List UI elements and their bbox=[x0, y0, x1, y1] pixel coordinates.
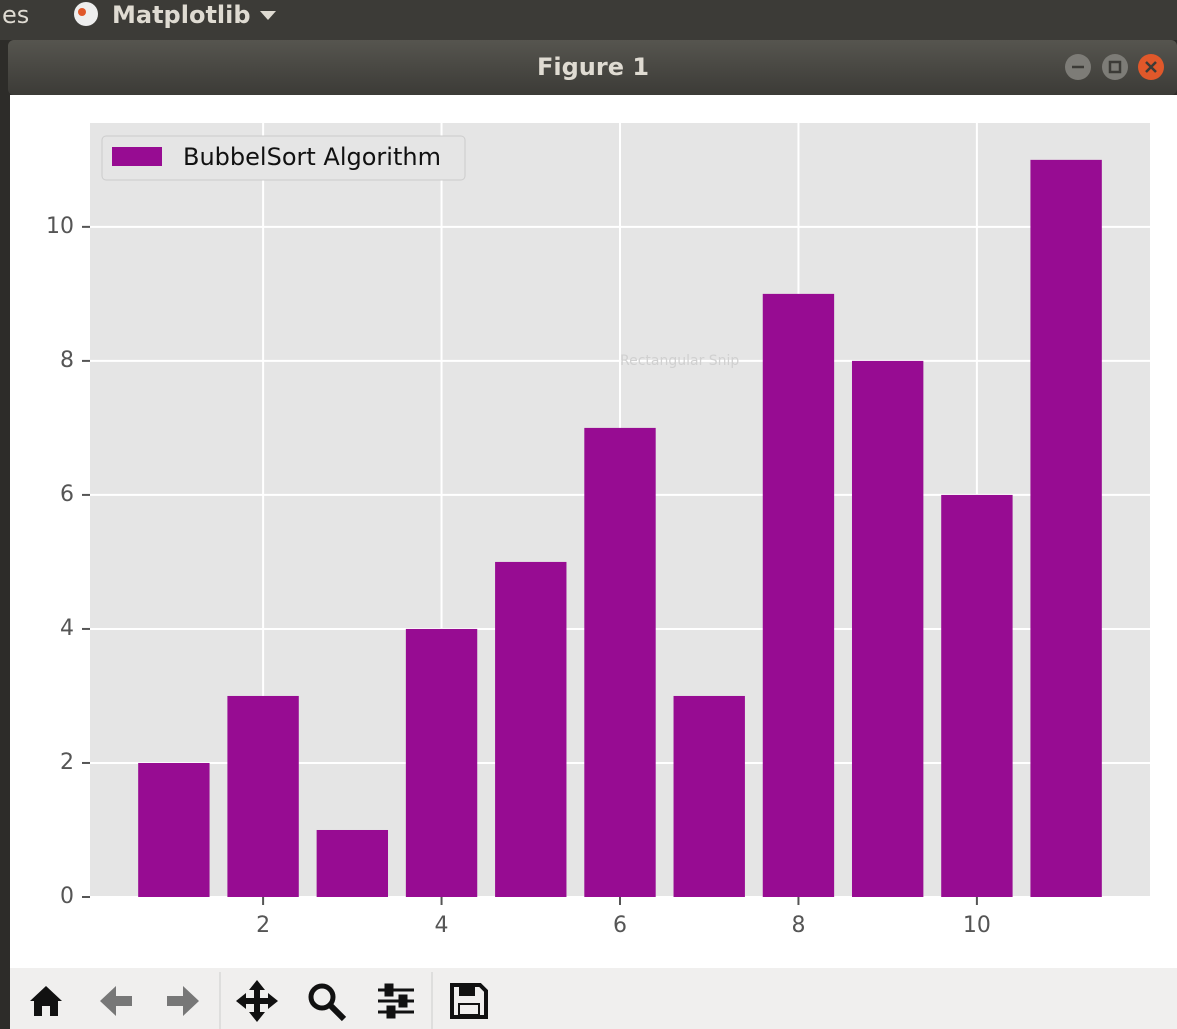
y-tick-label: 4 bbox=[60, 616, 74, 641]
bar bbox=[584, 427, 656, 897]
bar bbox=[941, 494, 1013, 897]
legend-box bbox=[101, 135, 466, 181]
bar bbox=[851, 360, 924, 897]
window-button-glyphs bbox=[1072, 60, 1157, 74]
x-tick-label: 2 bbox=[256, 913, 270, 938]
y-tick-label: 6 bbox=[60, 482, 74, 507]
x-tick-label: 8 bbox=[791, 913, 805, 938]
back-button[interactable] bbox=[100, 986, 132, 1016]
bar bbox=[495, 561, 567, 897]
app-menu-arrow[interactable] bbox=[260, 11, 276, 20]
bar bbox=[138, 762, 210, 897]
zoom-button[interactable] bbox=[308, 983, 347, 1022]
toolbar-icons bbox=[30, 980, 488, 1022]
app-icon-dot bbox=[78, 8, 86, 16]
toolbar bbox=[10, 968, 1177, 1029]
legend-swatch bbox=[112, 147, 162, 166]
top-bar bbox=[0, 0, 1177, 40]
x-tick-label: 4 bbox=[435, 913, 449, 938]
bar bbox=[1030, 159, 1102, 897]
y-tick-label: 10 bbox=[46, 214, 74, 239]
app-menu[interactable]: Matplotlib bbox=[112, 1, 251, 29]
toolbar-separators bbox=[219, 972, 433, 1029]
snip-overlay: Rectangular Snip bbox=[620, 353, 739, 369]
bar bbox=[227, 695, 299, 897]
configure-button[interactable] bbox=[378, 983, 414, 1019]
plot: 0 2 4 6 8 10 2 4 6 8 10 BubbelSort Algorithm bbox=[46, 123, 1150, 938]
x-tick-label: 6 bbox=[613, 913, 627, 938]
home-button[interactable] bbox=[30, 986, 62, 1016]
title-bar bbox=[8, 40, 1177, 95]
y-tick-label: 2 bbox=[60, 750, 74, 775]
x-tick-label: 10 bbox=[963, 913, 991, 938]
legend-label: BubbelSort Algorithm bbox=[183, 143, 441, 171]
bar bbox=[316, 829, 389, 897]
top-bar-text: es bbox=[2, 1, 29, 29]
forward-button[interactable] bbox=[167, 986, 199, 1016]
bar bbox=[673, 695, 745, 897]
y-tick-label: 8 bbox=[60, 348, 74, 373]
app-icon bbox=[74, 2, 98, 26]
bar bbox=[405, 628, 478, 897]
maximize-button[interactable] bbox=[1102, 54, 1128, 80]
y-tick-label: 0 bbox=[60, 884, 74, 909]
bar bbox=[762, 293, 835, 897]
save-button[interactable] bbox=[450, 983, 488, 1019]
window-title: Figure 1 bbox=[537, 53, 649, 81]
pan-button[interactable] bbox=[236, 980, 278, 1022]
